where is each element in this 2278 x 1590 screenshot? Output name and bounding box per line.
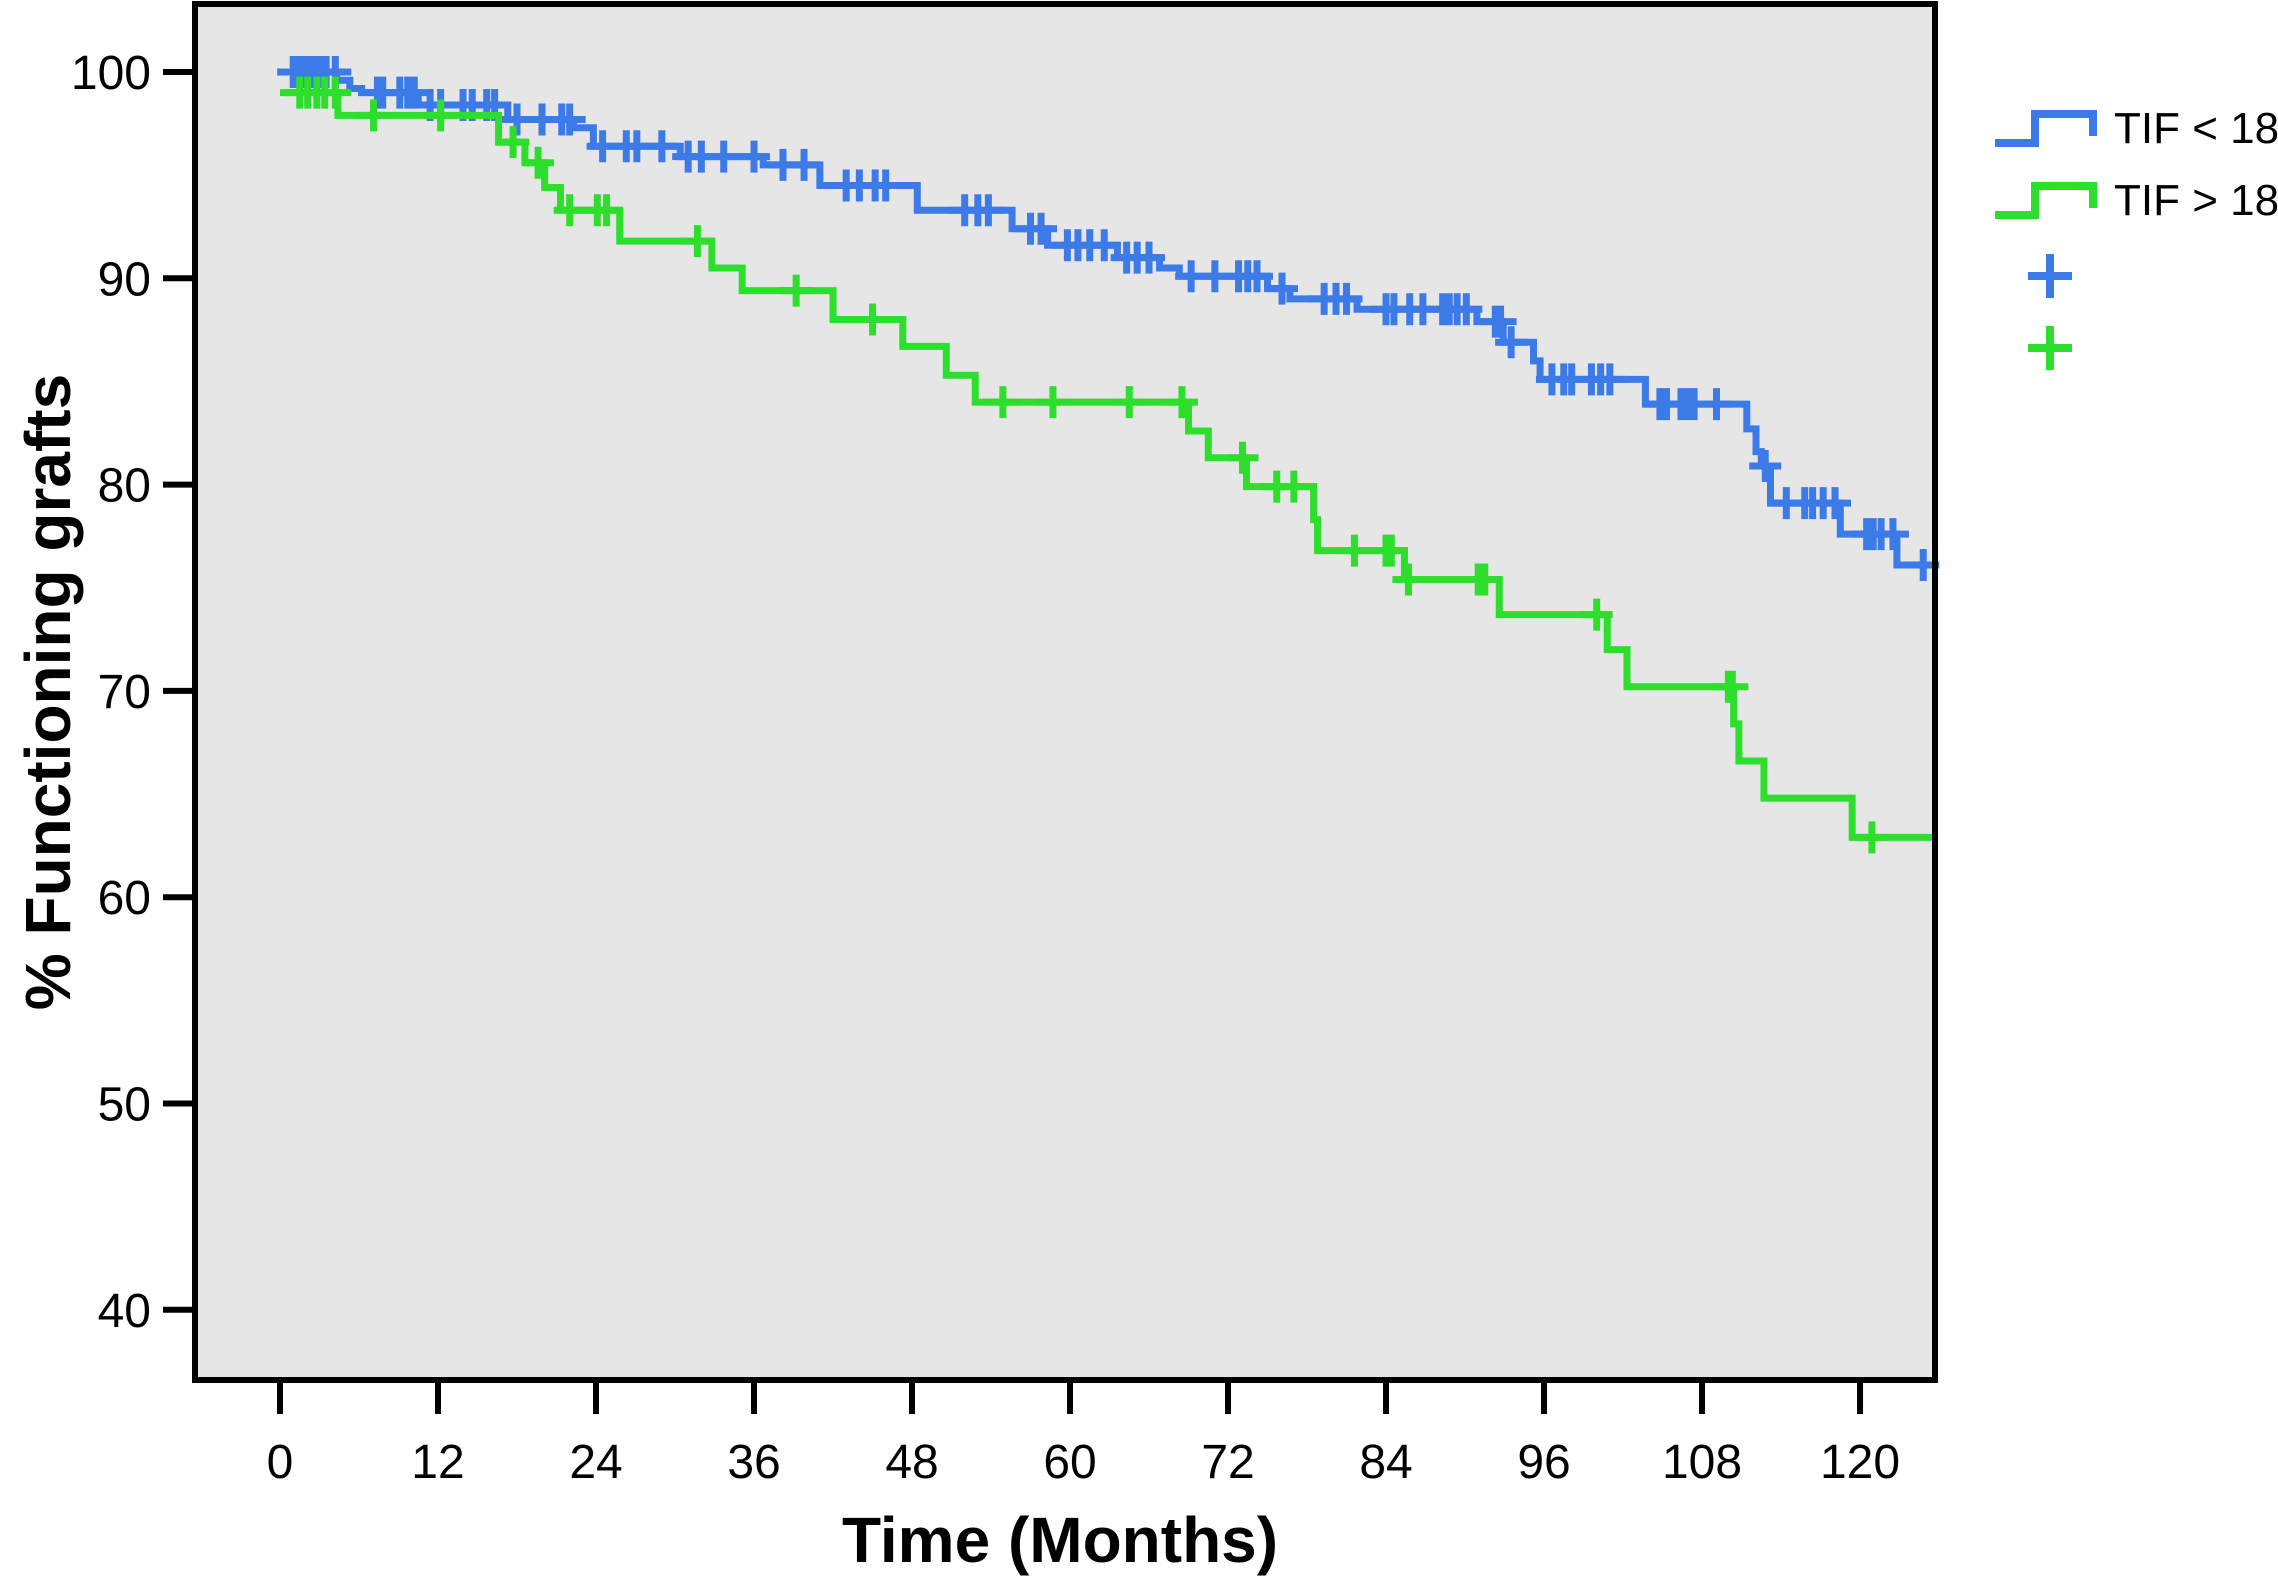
x-tick-label: 60 <box>1043 1436 1096 1489</box>
legend-censor-marker-sample <box>2028 254 2072 298</box>
x-axis: 0 12 24 36 48 60 72 84 96 108 120 <box>267 1380 1900 1489</box>
legend-entry-1: TIF > 18 <box>1995 176 2278 225</box>
y-tick-label: 70 <box>98 666 151 719</box>
x-tick-label: 84 <box>1359 1436 1412 1489</box>
x-tick-label: 96 <box>1517 1436 1570 1489</box>
x-tick-label: 72 <box>1201 1436 1254 1489</box>
y-tick-label: 60 <box>98 872 151 925</box>
y-tick-label: 50 <box>98 1079 151 1132</box>
legend-label: TIF < 18 <box>2114 104 2278 153</box>
y-tick-label: 100 <box>71 47 151 100</box>
x-tick-label: 108 <box>1662 1436 1742 1489</box>
series-tif-lt-18-censor-marks <box>277 56 1940 582</box>
series-tif-gt-18-curve <box>280 89 1936 841</box>
y-axis-title: % Functioning grafts <box>12 374 84 1010</box>
x-tick-label: 48 <box>885 1436 938 1489</box>
plot-area <box>195 4 1935 1380</box>
x-tick-label: 36 <box>727 1436 780 1489</box>
y-tick-label: 80 <box>98 460 151 513</box>
y-axis: 100 90 80 70 60 50 40 <box>71 47 195 1338</box>
legend-entry-3 <box>2028 326 2072 370</box>
x-tick-label: 12 <box>411 1436 464 1489</box>
legend-censor-marker-sample <box>2028 326 2072 370</box>
x-axis-title: Time (Months) <box>842 1504 1278 1576</box>
series-tif-lt-18 <box>277 56 1940 582</box>
y-tick-label: 90 <box>98 253 151 306</box>
x-tick-label: 24 <box>569 1436 622 1489</box>
x-tick-label: 120 <box>1820 1436 1900 1489</box>
legend-line-sample <box>1995 110 2097 147</box>
legend-entry-2 <box>2028 254 2072 298</box>
series-tif-gt-18 <box>280 76 1936 854</box>
y-tick-label: 40 <box>98 1285 151 1338</box>
legend: TIF < 18 TIF > 18 <box>1995 104 2278 370</box>
series-tif-gt-18-censor-marks <box>283 76 1888 854</box>
legend-entry-0: TIF < 18 <box>1995 104 2278 153</box>
x-tick-label: 0 <box>267 1436 294 1489</box>
legend-line-sample <box>1995 182 2097 219</box>
legend-label: TIF > 18 <box>2114 176 2278 225</box>
